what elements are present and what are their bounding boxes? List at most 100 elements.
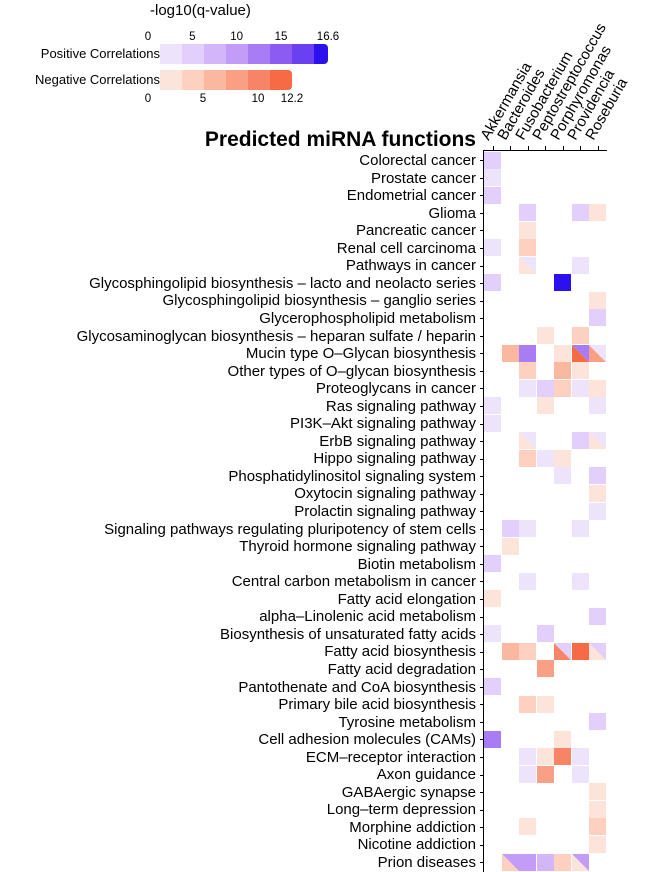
row-label: Glycerophospholipid metabolism — [259, 309, 476, 327]
row-label: Morphine addiction — [349, 818, 476, 836]
heatmap-cell-fusobacterium — [519, 695, 536, 713]
heatmap-cell-fusobacterium — [519, 362, 536, 380]
y-tick — [480, 459, 484, 460]
x-tick — [563, 146, 564, 150]
heatmap-cell-porphyromonas — [554, 853, 571, 871]
y-tick — [480, 301, 484, 302]
heatmap-cell-roseburia — [589, 309, 606, 327]
heatmap-cell-peptostreptococcus — [536, 765, 554, 783]
heatmap-cell-providencia — [571, 362, 589, 380]
row-label: Oxytocin signaling pathway — [294, 485, 476, 503]
heatmap-cell-roseburia — [589, 467, 606, 485]
heatmap-cell-roseburia — [589, 344, 606, 362]
y-tick — [480, 722, 484, 723]
x-tick — [510, 146, 511, 150]
heatmap-cell-providencia — [571, 520, 589, 538]
heatmap-cell-roseburia — [589, 607, 606, 625]
heatmap-cell-akkermansia — [484, 169, 501, 187]
heatmap-cell-fusobacterium — [519, 204, 536, 222]
row-label: Other types of O–glycan biosynthesis — [227, 362, 476, 380]
y-tick — [480, 336, 484, 337]
row-label: Fatty acid elongation — [337, 590, 476, 608]
row-label: Colorectal cancer — [359, 152, 476, 169]
x-tick — [580, 146, 581, 150]
legend-negative-swatch — [270, 70, 292, 90]
row-label: Long–term depression — [326, 801, 476, 819]
x-tick — [598, 146, 599, 150]
row-label: Fatty acid biosynthesis — [324, 643, 476, 661]
heatmap-cell-bacteroides — [501, 344, 519, 362]
heatmap-cell-porphyromonas — [554, 730, 571, 748]
row-label: Ras signaling pathway — [325, 397, 476, 415]
heatmap-cell-roseburia — [589, 484, 606, 502]
legend-negative-colorbar — [160, 70, 292, 90]
row-label: alpha–Linolenic acid metabolism — [259, 608, 476, 626]
legend-negative-swatch — [204, 70, 226, 90]
y-tick — [480, 318, 484, 319]
heatmap-cell-fusobacterium — [519, 379, 536, 397]
heatmap-cell-providencia — [571, 344, 589, 362]
heatmap-cell-porphyromonas — [554, 642, 571, 660]
row-label: Axon guidance — [376, 766, 476, 784]
legend-positive-tick: 10 — [230, 31, 244, 43]
row-label: Cell adhesion molecules (CAMs) — [258, 731, 476, 749]
row-label: Tyrosine metabolism — [338, 713, 476, 731]
y-tick — [480, 669, 484, 670]
row-label: Pantothenate and CoA biosynthesis — [238, 678, 476, 696]
row-label: Glycosaminoglycan biosynthesis – heparan… — [76, 327, 476, 345]
legend-positive-swatch — [160, 44, 182, 64]
heatmap-cell-akkermansia — [484, 555, 501, 573]
row-label: Glycosphingolipid biosynthesis – ganglio… — [162, 292, 476, 310]
row-label: Pathways in cancer — [345, 257, 476, 275]
row-label: Nicotine addiction — [357, 836, 476, 854]
y-tick — [480, 617, 484, 618]
y-tick — [480, 511, 484, 512]
heatmap-cell-akkermansia — [484, 186, 501, 204]
row-label: GABAergic synapse — [341, 783, 476, 801]
heatmap-cell-providencia — [571, 327, 589, 344]
y-tick — [480, 388, 484, 389]
heatmap-cell-porphyromonas — [554, 449, 571, 467]
y-tick — [480, 792, 484, 793]
legend-negative-tick: 0 — [144, 93, 152, 105]
heatmap-cell-akkermansia — [484, 730, 501, 748]
row-label: Pancreatic cancer — [355, 222, 476, 240]
heatmap-cell-porphyromonas — [554, 344, 571, 362]
heatmap-cell-providencia — [571, 572, 589, 590]
y-tick — [480, 687, 484, 688]
row-label: Phosphatidylinositol signaling system — [228, 467, 476, 485]
legend-negative-swatch — [226, 70, 248, 90]
heatmap-cell-fusobacterium — [519, 748, 536, 766]
heatmap-cell-porphyromonas — [554, 274, 571, 292]
legend-positive-swatch — [248, 44, 270, 64]
heatmap-cell-fusobacterium — [519, 765, 536, 783]
heatmap-cell-peptostreptococcus — [536, 327, 554, 344]
y-tick — [480, 652, 484, 653]
legend-positive-tick: 15 — [274, 31, 288, 43]
row-label: Biotin metabolism — [357, 555, 476, 573]
heatmap-cell-akkermansia — [484, 151, 501, 169]
legend-positive-swatch — [204, 44, 226, 64]
heatmap-cell-fusobacterium — [519, 449, 536, 467]
row-label: Glioma — [428, 204, 476, 222]
legend-positive-swatch — [314, 44, 328, 64]
heatmap-cell-akkermansia — [484, 397, 501, 415]
legend-positive-tick: 0 — [144, 31, 152, 43]
heatmap-cell-peptostreptococcus — [536, 748, 554, 766]
y-tick — [480, 424, 484, 425]
heatmap-cell-bacteroides — [501, 520, 519, 538]
y-tick — [480, 283, 484, 284]
row-label: Hippo signaling pathway — [313, 450, 476, 468]
heatmap-cell-roseburia — [589, 835, 606, 853]
heatmap-cell-akkermansia — [484, 625, 501, 643]
legend-title: -log10(q-value) — [150, 2, 251, 19]
y-tick — [480, 634, 484, 635]
heatmap-cell-peptostreptococcus — [536, 449, 554, 467]
x-tick — [545, 146, 546, 150]
heatmap-cell-akkermansia — [484, 590, 501, 608]
row-label: Biosynthesis of unsaturated fatty acids — [220, 625, 476, 643]
heatmap-cell-providencia — [571, 204, 589, 222]
row-label: Glycosphingolipid biosynthesis – lacto a… — [89, 274, 476, 292]
heatmap-cell-fusobacterium — [519, 432, 536, 450]
legend-positive-swatch — [270, 44, 292, 64]
